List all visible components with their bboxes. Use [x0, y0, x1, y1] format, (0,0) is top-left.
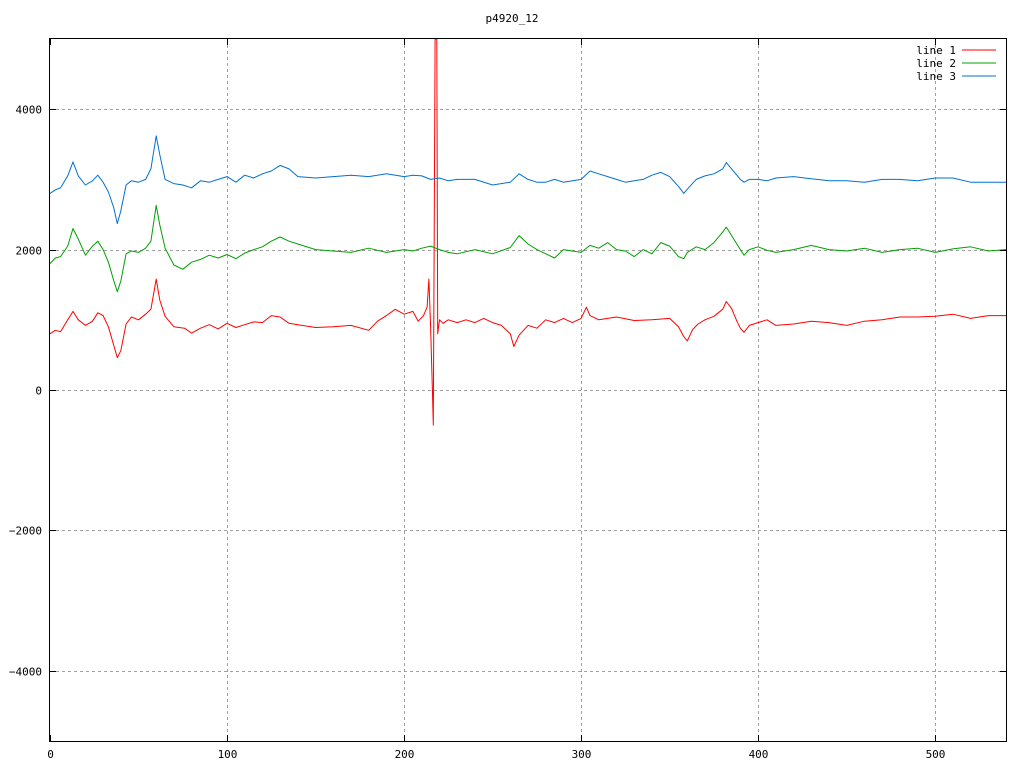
x-tick-label: 0 [47, 748, 54, 761]
series-line-3 [49, 135, 1006, 225]
x-tick-label: 500 [926, 748, 946, 761]
legend-label-2: line 2 [916, 57, 956, 70]
y-tick-label: 0 [35, 385, 42, 398]
y-tick-label: −2000 [9, 525, 42, 538]
x-tick-label: 400 [749, 748, 769, 761]
legend-label-3: line 3 [916, 70, 956, 83]
x-tick-label: 200 [395, 748, 415, 761]
series-layer [49, 38, 1007, 426]
y-tick-label: 2000 [16, 245, 43, 258]
tick-layer: 0 100 200 300 400 500 −4000 −2000 0 2000 4000 [9, 39, 1006, 761]
x-tick-label: 300 [572, 748, 592, 761]
legend-label-1: line 1 [916, 44, 956, 57]
grid-layer [50, 39, 1006, 741]
x-tick-label: 100 [218, 748, 238, 761]
series-line-2 [49, 204, 1007, 293]
plot-frame [49, 38, 1007, 742]
chart-title: p4920_12 [486, 12, 539, 25]
series-line-1 [49, 38, 1006, 426]
y-tick-label: −4000 [9, 666, 42, 679]
y-tick-label: 4000 [16, 104, 43, 117]
